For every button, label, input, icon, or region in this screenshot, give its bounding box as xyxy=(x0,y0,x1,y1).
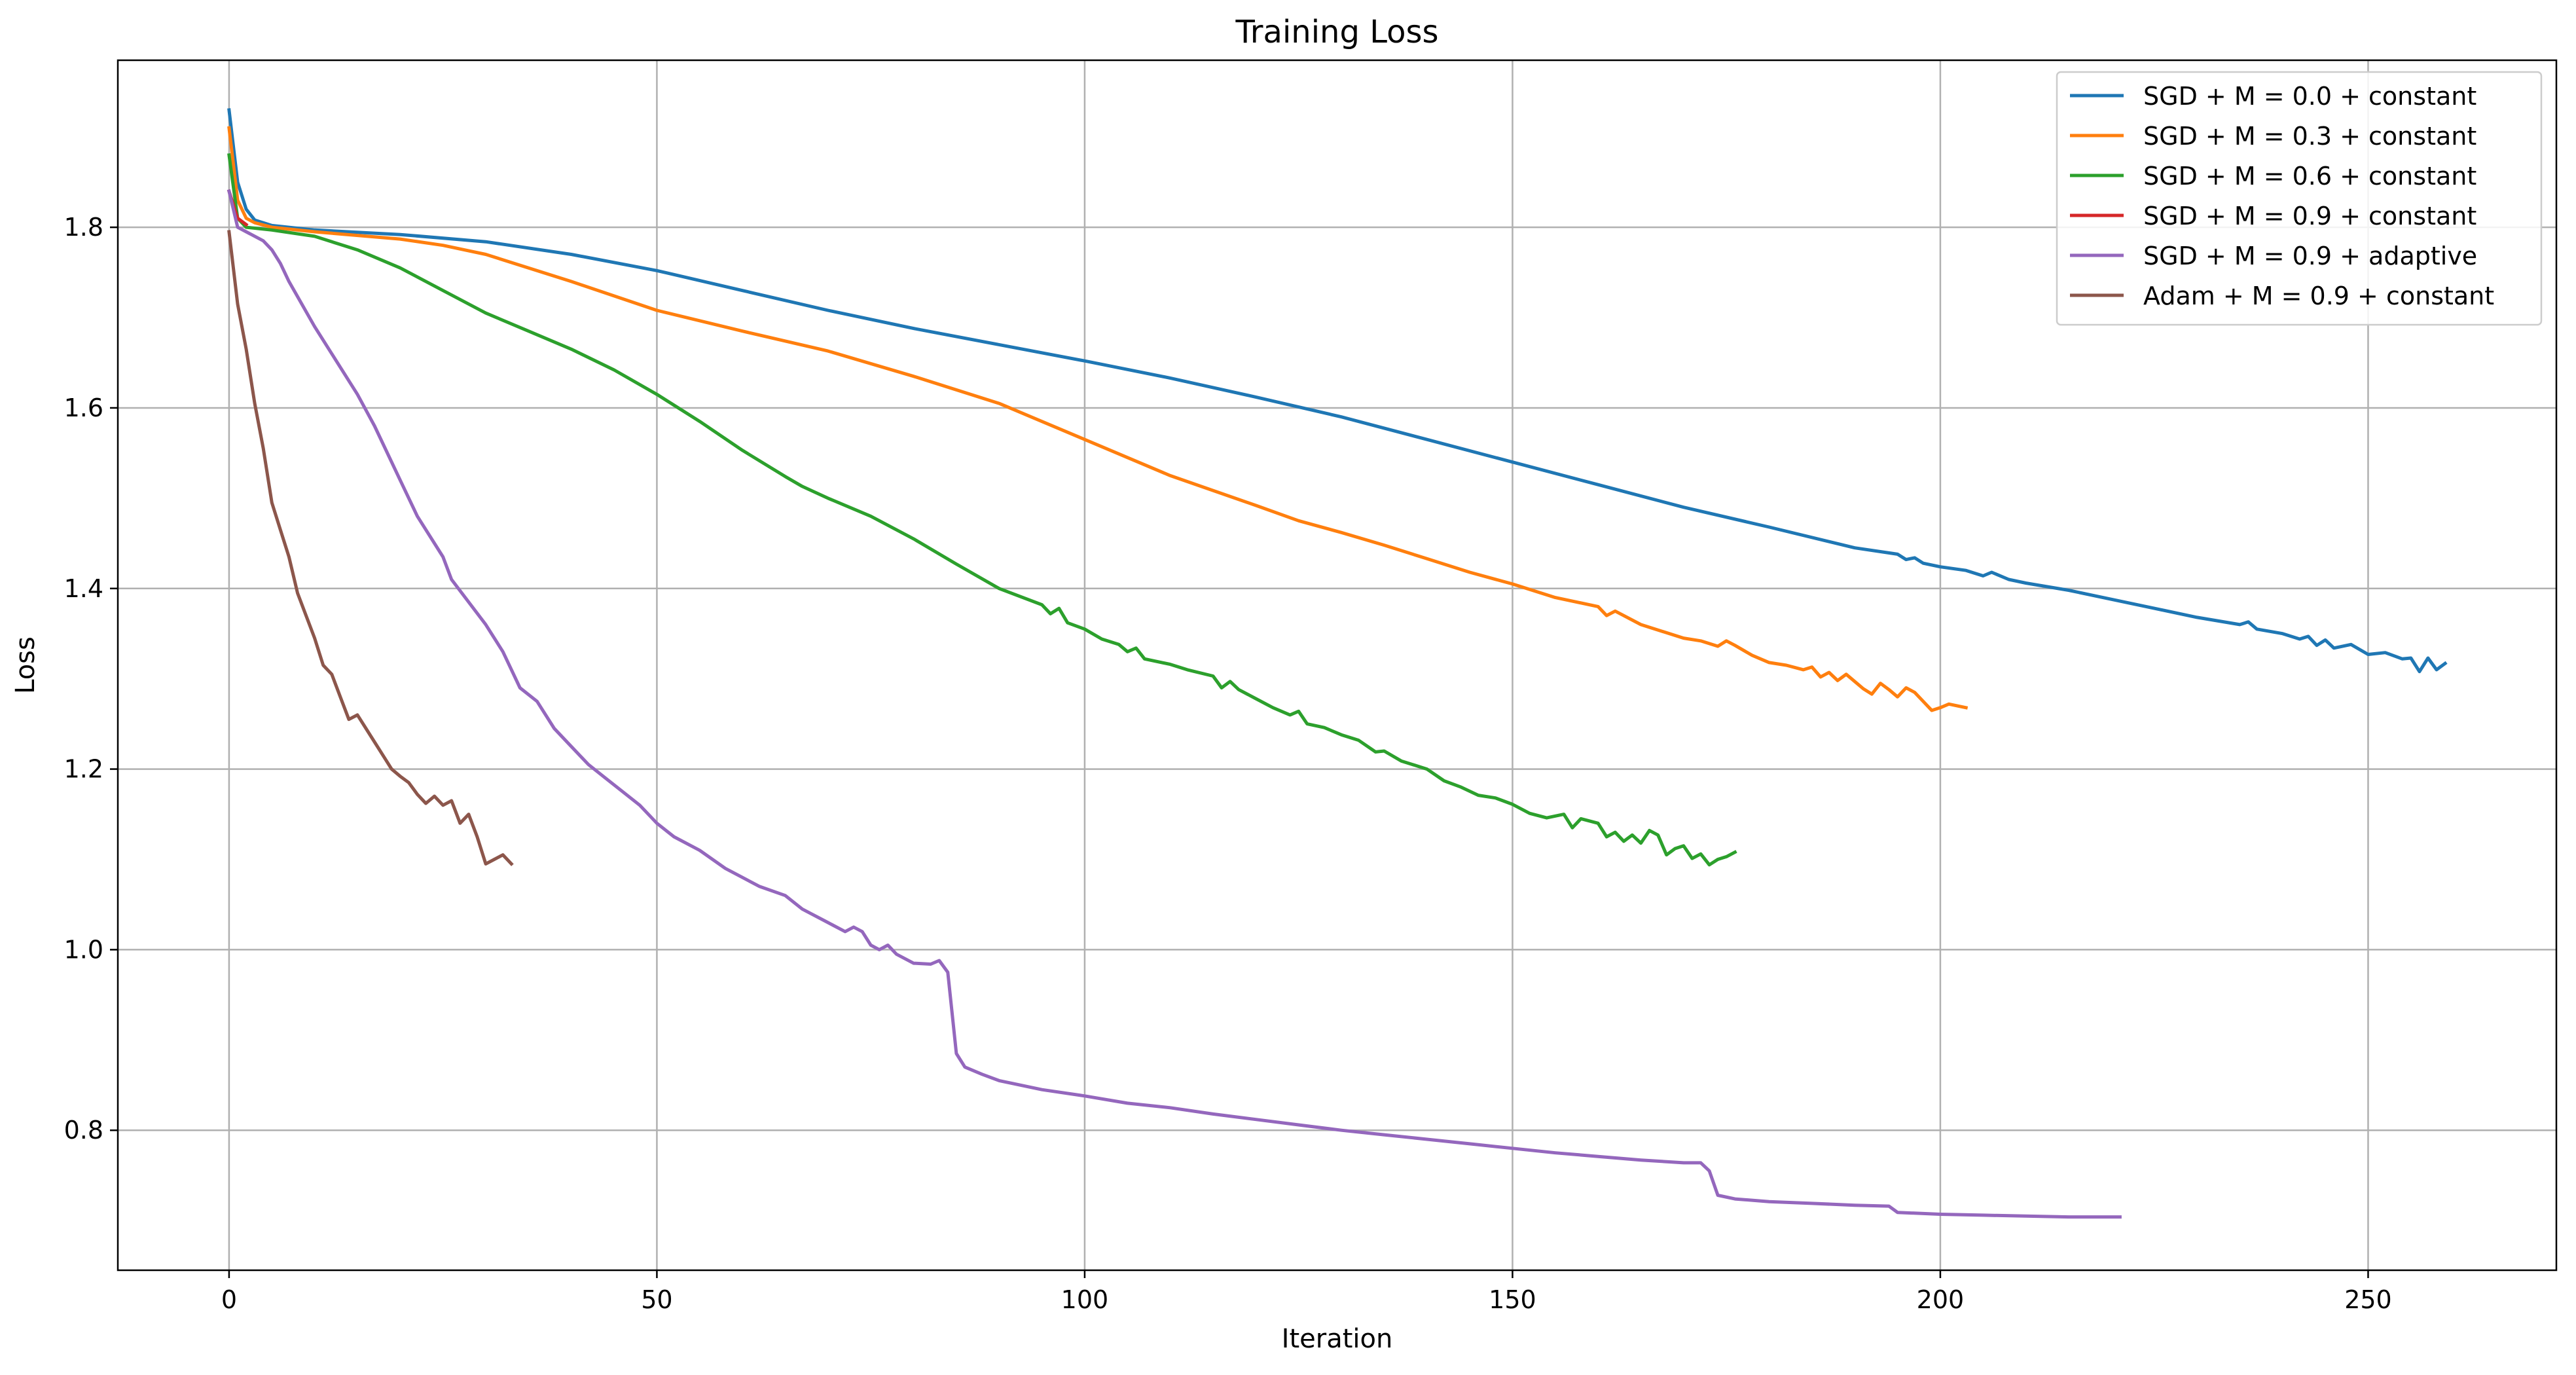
axis-ticks: 0 50 100 150 200 250 0.8 1.0 1.2 1.4 1.6 1.8 xyxy=(64,213,2392,1314)
x-tick-label: 250 xyxy=(2344,1285,2392,1314)
legend-label: Adam + M = 0.9 + constant xyxy=(2143,282,2494,310)
y-axis-label: Loss xyxy=(10,636,41,694)
x-tick-label: 100 xyxy=(1061,1285,1109,1314)
series-line-5 xyxy=(227,230,514,866)
x-tick-label: 50 xyxy=(641,1285,672,1314)
legend: SGD + M = 0.0 + constant SGD + M = 0.3 + … xyxy=(2056,71,2543,326)
y-tick-label: 1.0 xyxy=(64,935,103,964)
series-line-2 xyxy=(227,153,1737,867)
legend-box xyxy=(2056,71,2543,326)
x-axis-label: Iteration xyxy=(1282,1324,1393,1354)
legend-label: SGD + M = 0.0 + constant xyxy=(2143,82,2476,111)
y-tick-label: 1.6 xyxy=(64,394,103,422)
plot-frame xyxy=(117,59,2558,1272)
x-tick-label: 0 xyxy=(221,1285,237,1314)
y-tick-label: 1.2 xyxy=(64,755,103,784)
legend-label: SGD + M = 0.9 + constant xyxy=(2143,202,2476,230)
chart-title: Training Loss xyxy=(1235,14,1439,50)
series-lines xyxy=(227,108,2448,1219)
legend-label: SGD + M = 0.6 + constant xyxy=(2143,162,2476,191)
y-tick-label: 0.8 xyxy=(64,1116,103,1145)
legend-label: SGD + M = 0.3 + constant xyxy=(2143,122,2476,151)
series-line-1 xyxy=(227,126,1968,712)
series-line-0 xyxy=(227,108,2448,674)
legend-label: SGD + M = 0.9 + adaptive xyxy=(2143,242,2477,270)
series-line-4 xyxy=(227,189,2122,1219)
y-tick-label: 1.4 xyxy=(64,574,103,603)
x-tick-label: 200 xyxy=(1917,1285,1965,1314)
y-tick-label: 1.8 xyxy=(64,213,103,242)
x-tick-label: 150 xyxy=(1489,1285,1536,1314)
